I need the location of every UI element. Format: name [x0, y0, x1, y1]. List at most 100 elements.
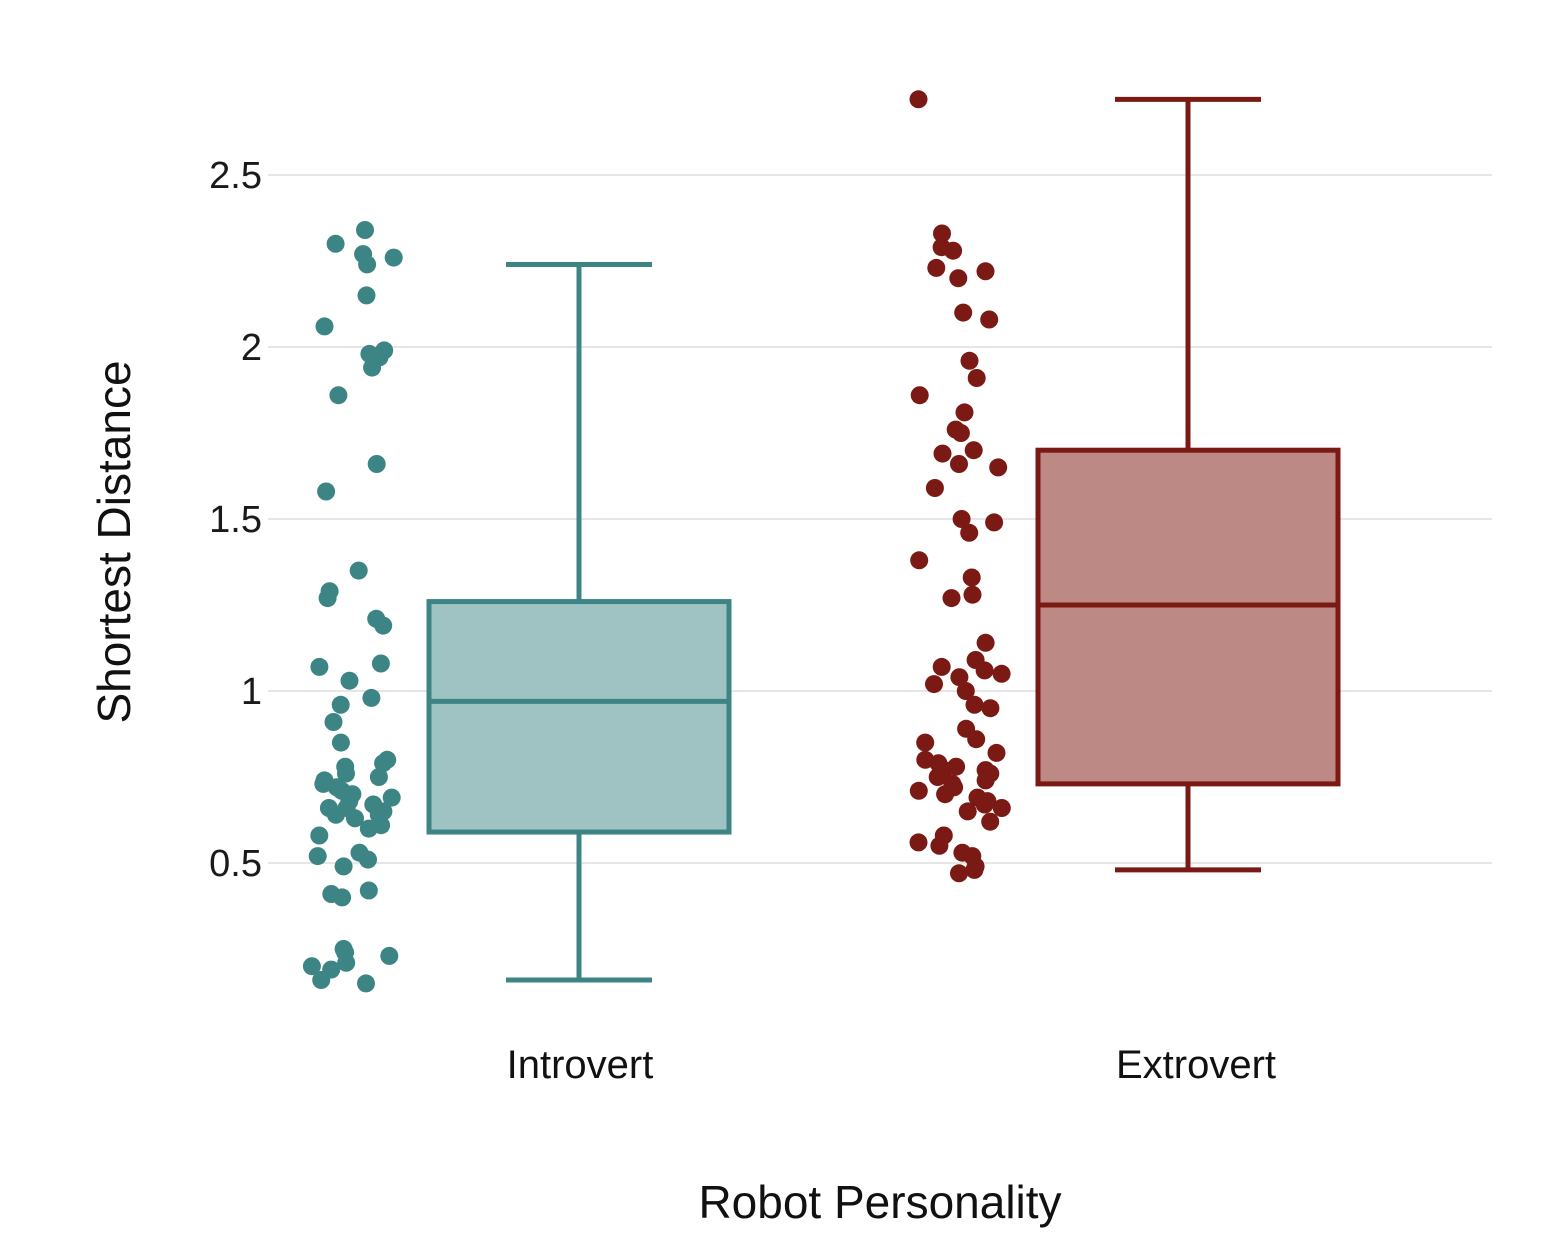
- data-point: [956, 682, 975, 700]
- data-point: [958, 802, 977, 821]
- y-tick-label: 2: [241, 327, 262, 369]
- data-point: [950, 668, 969, 687]
- data-point: [952, 510, 971, 528]
- box-iqr: [1035, 447, 1341, 787]
- data-point: [951, 424, 970, 442]
- data-point: [992, 664, 1011, 683]
- data-point: [909, 90, 928, 109]
- data-point: [346, 809, 364, 828]
- y-tick-label: 2.5: [209, 155, 262, 197]
- data-point: [930, 836, 949, 855]
- x-axis-title: Robot Personality: [698, 1176, 1061, 1228]
- data-point: [976, 633, 995, 652]
- data-point: [909, 781, 928, 800]
- data-point: [927, 258, 946, 277]
- data-point: [310, 657, 329, 676]
- data-point: [967, 369, 986, 387]
- data-point: [363, 358, 382, 377]
- data-point: [369, 768, 388, 786]
- boxes: [426, 96, 1341, 983]
- data-point: [955, 403, 974, 422]
- data-point: [932, 657, 951, 676]
- data-point: [910, 386, 929, 405]
- data-point: [925, 479, 944, 497]
- data-point: [317, 482, 336, 501]
- data-point: [359, 819, 378, 838]
- data-point: [329, 386, 348, 405]
- data-point: [960, 351, 979, 370]
- data-point: [356, 221, 374, 239]
- box-iqr: [426, 599, 732, 835]
- data-point: [367, 455, 386, 473]
- data-point: [374, 616, 393, 635]
- data-point: [944, 241, 963, 260]
- data-point: [980, 310, 999, 329]
- data-point: [909, 833, 928, 852]
- data-point: [954, 303, 973, 322]
- data-point: [358, 255, 377, 274]
- data-point: [975, 661, 994, 680]
- data-point: [964, 441, 983, 460]
- data-point: [359, 881, 378, 900]
- data-point: [916, 733, 935, 752]
- data-point: [362, 688, 381, 707]
- box-extrovert: [1035, 96, 1341, 873]
- data-point: [981, 812, 1000, 831]
- data-point: [965, 860, 984, 879]
- data-point: [302, 957, 321, 976]
- data-point: [963, 585, 982, 604]
- data-point: [337, 953, 356, 972]
- data-point: [992, 799, 1011, 817]
- data-point: [357, 974, 375, 993]
- data-point: [340, 671, 359, 690]
- y-axis-ticks: 0.5 1 1.5 2 2.5: [209, 155, 262, 885]
- data-point: [950, 455, 968, 473]
- data-point: [976, 262, 995, 281]
- data-point: [357, 286, 376, 305]
- x-tick-label: Introvert: [507, 1043, 654, 1087]
- data-point: [331, 733, 350, 752]
- data-point: [371, 654, 390, 673]
- data-point: [324, 713, 343, 731]
- x-axis-ticks: Introvert Extrovert: [507, 1043, 1276, 1087]
- data-point: [928, 768, 947, 786]
- data-point: [315, 317, 334, 336]
- data-point: [326, 234, 345, 253]
- data-point: [308, 847, 327, 866]
- data-point: [965, 695, 984, 714]
- data-point: [989, 458, 1008, 477]
- y-tick-label: 1.5: [209, 499, 262, 541]
- data-point: [312, 971, 331, 989]
- data-point: [310, 826, 329, 845]
- data-point: [949, 269, 968, 288]
- data-point: [975, 795, 994, 814]
- y-tick-label: 1: [241, 671, 262, 713]
- data-point: [985, 513, 1004, 532]
- box-introvert: [426, 261, 732, 983]
- data-point: [981, 699, 1000, 718]
- x-tick-label: Extrovert: [1116, 1043, 1276, 1087]
- data-point: [337, 764, 355, 783]
- data-point: [962, 568, 981, 587]
- data-point: [318, 589, 337, 608]
- y-tick-label: 0.5: [209, 843, 262, 885]
- data-point: [933, 224, 951, 243]
- data-point: [331, 695, 350, 714]
- data-point: [326, 805, 345, 824]
- data-point: [334, 857, 353, 876]
- data-point: [933, 444, 952, 463]
- data-point: [936, 785, 955, 804]
- jitter-points: [302, 90, 1011, 993]
- data-point: [380, 946, 399, 965]
- data-point: [349, 561, 368, 580]
- data-point: [382, 788, 401, 807]
- data-point: [967, 730, 986, 749]
- data-point: [359, 850, 377, 869]
- data-point: [384, 248, 403, 267]
- data-point: [950, 864, 968, 883]
- data-point: [960, 523, 979, 542]
- data-point: [976, 771, 995, 790]
- data-point: [942, 589, 961, 608]
- y-axis-title: Shortest Distance: [88, 360, 140, 723]
